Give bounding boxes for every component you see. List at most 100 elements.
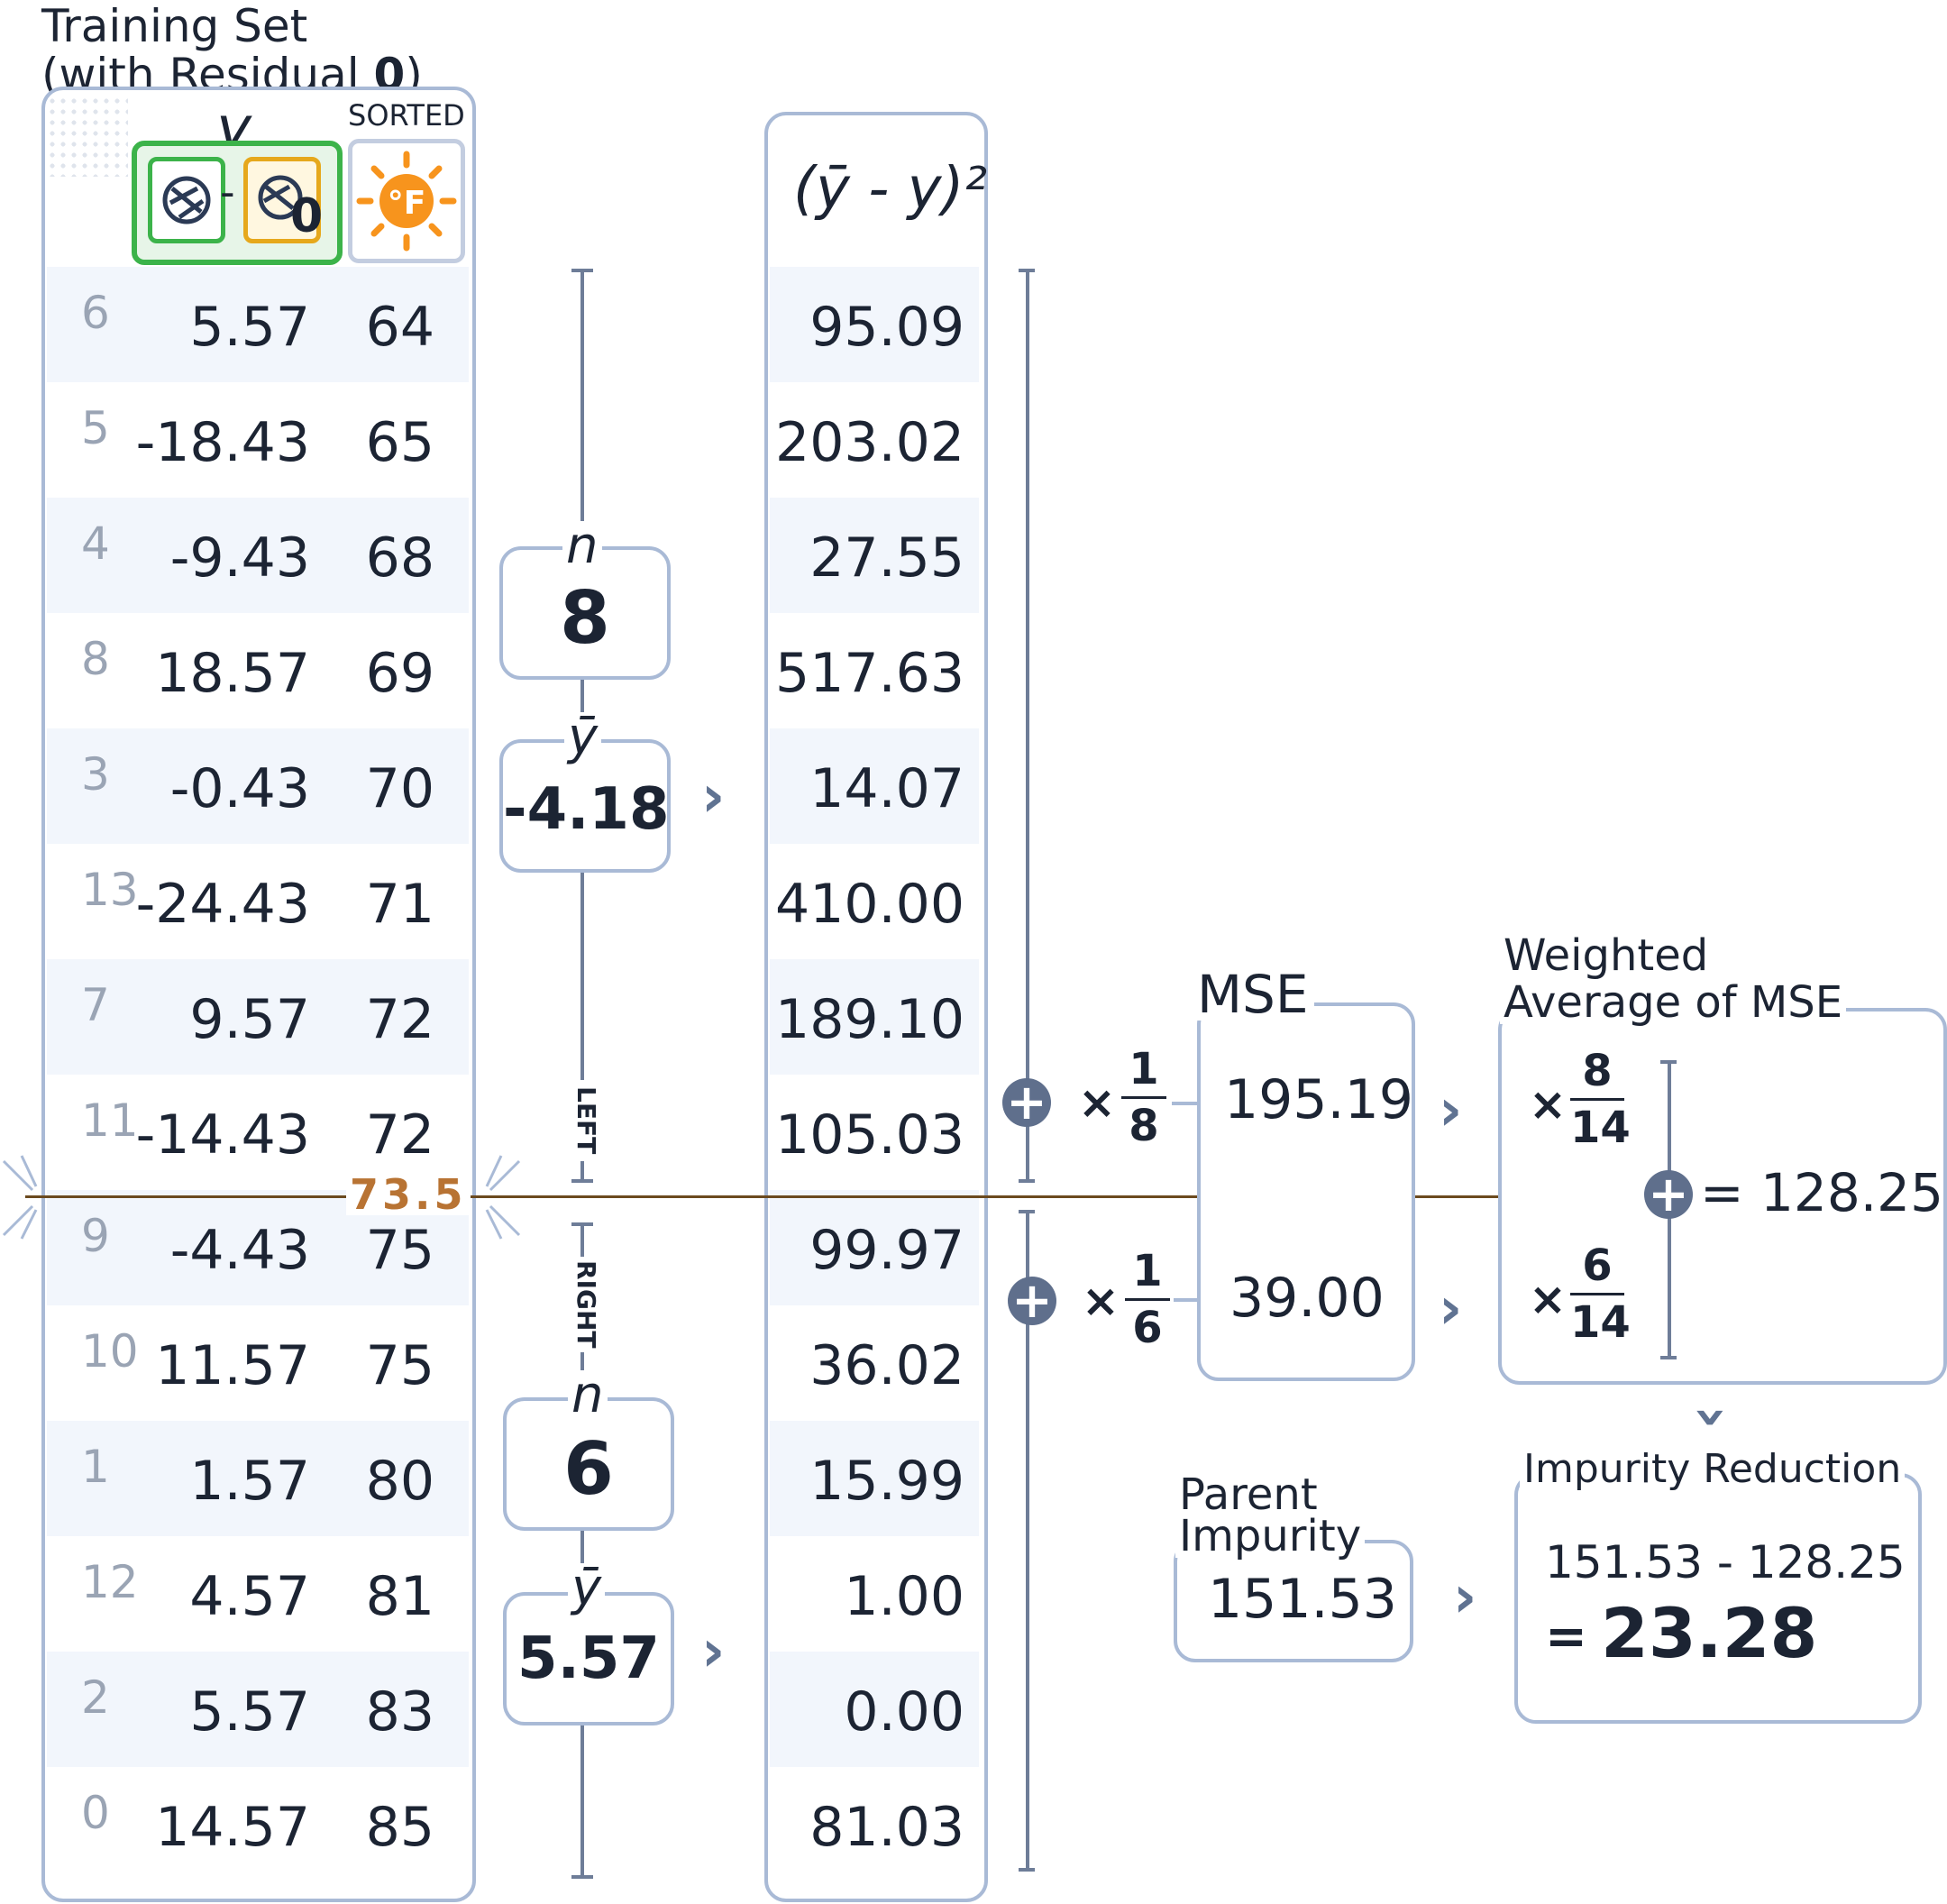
- row-residual: -14.43: [135, 1103, 310, 1167]
- weighted-label-line2: Average of MSE: [1500, 981, 1847, 1024]
- parent-label-line1: Parent: [1175, 1473, 1321, 1516]
- parent-chevron: ›: [1453, 1564, 1477, 1631]
- left-fraction-num: 1: [1129, 1044, 1159, 1094]
- right-mean-label: ȳ: [568, 1563, 606, 1614]
- row-temperature: 72: [365, 1103, 434, 1167]
- row-residual: 1.57: [189, 1450, 310, 1513]
- temperature-icon-box: °F: [348, 139, 465, 263]
- parent-label-line2: Impurity: [1175, 1515, 1366, 1558]
- row-residual: -9.43: [169, 526, 310, 590]
- row-residual: 4.57: [189, 1565, 310, 1628]
- left-label: LEFT: [562, 1080, 601, 1161]
- row-temperature: 64: [365, 296, 434, 359]
- weighted-right-den: 14: [1570, 1297, 1631, 1348]
- row-residual: -24.43: [135, 873, 310, 936]
- row-temperature: 75: [365, 1219, 434, 1282]
- right-mean-value: 5.57: [517, 1625, 660, 1692]
- right-mse-chevron: ›: [1439, 1276, 1463, 1342]
- squared-error-header: (ȳ - y)²: [793, 156, 988, 223]
- squared-error-value: 99.97: [809, 1219, 964, 1282]
- impurity-reduction-label: Impurity Reduction: [1520, 1450, 1906, 1489]
- left-fraction-den: 8: [1129, 1101, 1159, 1151]
- impurity-reduction-eq: =: [1545, 1607, 1587, 1666]
- row-index: 10: [81, 1325, 139, 1378]
- row-index: 5: [81, 402, 110, 454]
- squared-error-value: 81.03: [809, 1796, 964, 1859]
- row-index: 7: [81, 979, 110, 1031]
- right-sum-plus-icon: +: [1008, 1277, 1056, 1325]
- left-n-value: 8: [560, 576, 610, 660]
- squared-error-row: 36.02: [770, 1305, 979, 1421]
- squared-error-row: 99.97: [770, 1190, 979, 1305]
- weighted-result: = 128.25: [1700, 1162, 1943, 1223]
- row-index: 13: [81, 864, 139, 916]
- table-row: 1 1.57 80: [47, 1421, 469, 1536]
- mse-label: MSE: [1192, 968, 1314, 1021]
- left-sum-plus-icon: +: [1002, 1078, 1051, 1127]
- sorted-label: SORTED: [348, 98, 465, 133]
- left-mse-chevron: ›: [1439, 1077, 1463, 1144]
- row-temperature: 70: [365, 757, 434, 820]
- left-fraction: 1 8: [1121, 1048, 1166, 1148]
- row-residual: 9.57: [189, 988, 310, 1051]
- table-row: 10 11.57 75: [47, 1305, 469, 1421]
- row-temperature: 75: [365, 1334, 434, 1397]
- left-mean-label: ȳ: [564, 712, 602, 763]
- table-row: 6 5.57 64: [47, 267, 469, 382]
- table-row: 13 -24.43 71: [47, 844, 469, 959]
- svg-text:°F: °F: [388, 185, 426, 222]
- table-row: 3 -0.43 70: [47, 728, 469, 844]
- split-burst-left: [2, 1155, 38, 1240]
- sun-fahrenheit-icon: °F: [356, 151, 457, 252]
- right-fraction-den: 6: [1132, 1303, 1163, 1353]
- row-temperature: 71: [365, 873, 434, 936]
- squared-error-value: 15.99: [809, 1450, 964, 1513]
- left-sum-bracket: [1026, 269, 1029, 1181]
- squared-error-row: 14.07: [770, 728, 979, 844]
- row-residual: -4.43: [169, 1219, 310, 1282]
- row-index: 9: [81, 1210, 110, 1262]
- row-index: 3: [81, 748, 110, 801]
- mse-box: [1197, 1002, 1415, 1381]
- split-burst-right: [485, 1155, 521, 1240]
- left-mse-value: 195.19: [1224, 1068, 1413, 1131]
- row-temperature: 69: [365, 642, 434, 705]
- impurity-reduction-result: 23.28: [1601, 1593, 1818, 1673]
- row-temperature: 81: [365, 1565, 434, 1628]
- squared-error-row: 0.00: [770, 1652, 979, 1767]
- row-index: 0: [81, 1787, 110, 1839]
- left-chevron-arrow: ›: [701, 764, 726, 830]
- weighted-right-num: 6: [1582, 1240, 1613, 1291]
- squared-error-row: 105.03: [770, 1075, 979, 1190]
- right-fraction: 1 6: [1125, 1250, 1170, 1350]
- right-times: ×: [1082, 1275, 1120, 1327]
- row-residual: 14.57: [155, 1796, 310, 1859]
- right-label: RIGHT: [562, 1257, 601, 1352]
- target-icon: [148, 157, 225, 243]
- table-row: 0 14.57 85: [47, 1767, 469, 1882]
- left-n-label: n: [562, 521, 602, 572]
- title: Training Set (with Residual 0): [41, 2, 423, 99]
- impurity-reduction-box: [1514, 1473, 1922, 1724]
- dot-pattern-decoration: [47, 96, 128, 177]
- row-index: 2: [81, 1671, 110, 1724]
- weighted-left-times: ×: [1529, 1078, 1567, 1130]
- right-fraction-bar: [1125, 1298, 1170, 1301]
- squared-error-value: 105.03: [775, 1103, 964, 1167]
- squared-error-value: 410.00: [775, 873, 964, 936]
- right-fraction-num: 1: [1132, 1246, 1163, 1296]
- squared-error-row: 81.03: [770, 1767, 979, 1882]
- row-residual: 5.57: [189, 1680, 310, 1744]
- right-bracket-line: [580, 1222, 584, 1877]
- weighted-left-bar: [1570, 1098, 1624, 1101]
- squared-error-value: 27.55: [809, 526, 964, 590]
- squared-error-row: 410.00: [770, 844, 979, 959]
- squared-error-value: 517.63: [775, 642, 964, 705]
- row-residual: 18.57: [155, 642, 310, 705]
- row-temperature: 85: [365, 1796, 434, 1859]
- squared-error-row: 203.02: [770, 382, 979, 498]
- row-residual: -18.43: [135, 411, 310, 474]
- weighted-left-den: 14: [1570, 1103, 1631, 1153]
- squared-error-row: 27.55: [770, 498, 979, 613]
- minus-sign: -: [220, 168, 235, 216]
